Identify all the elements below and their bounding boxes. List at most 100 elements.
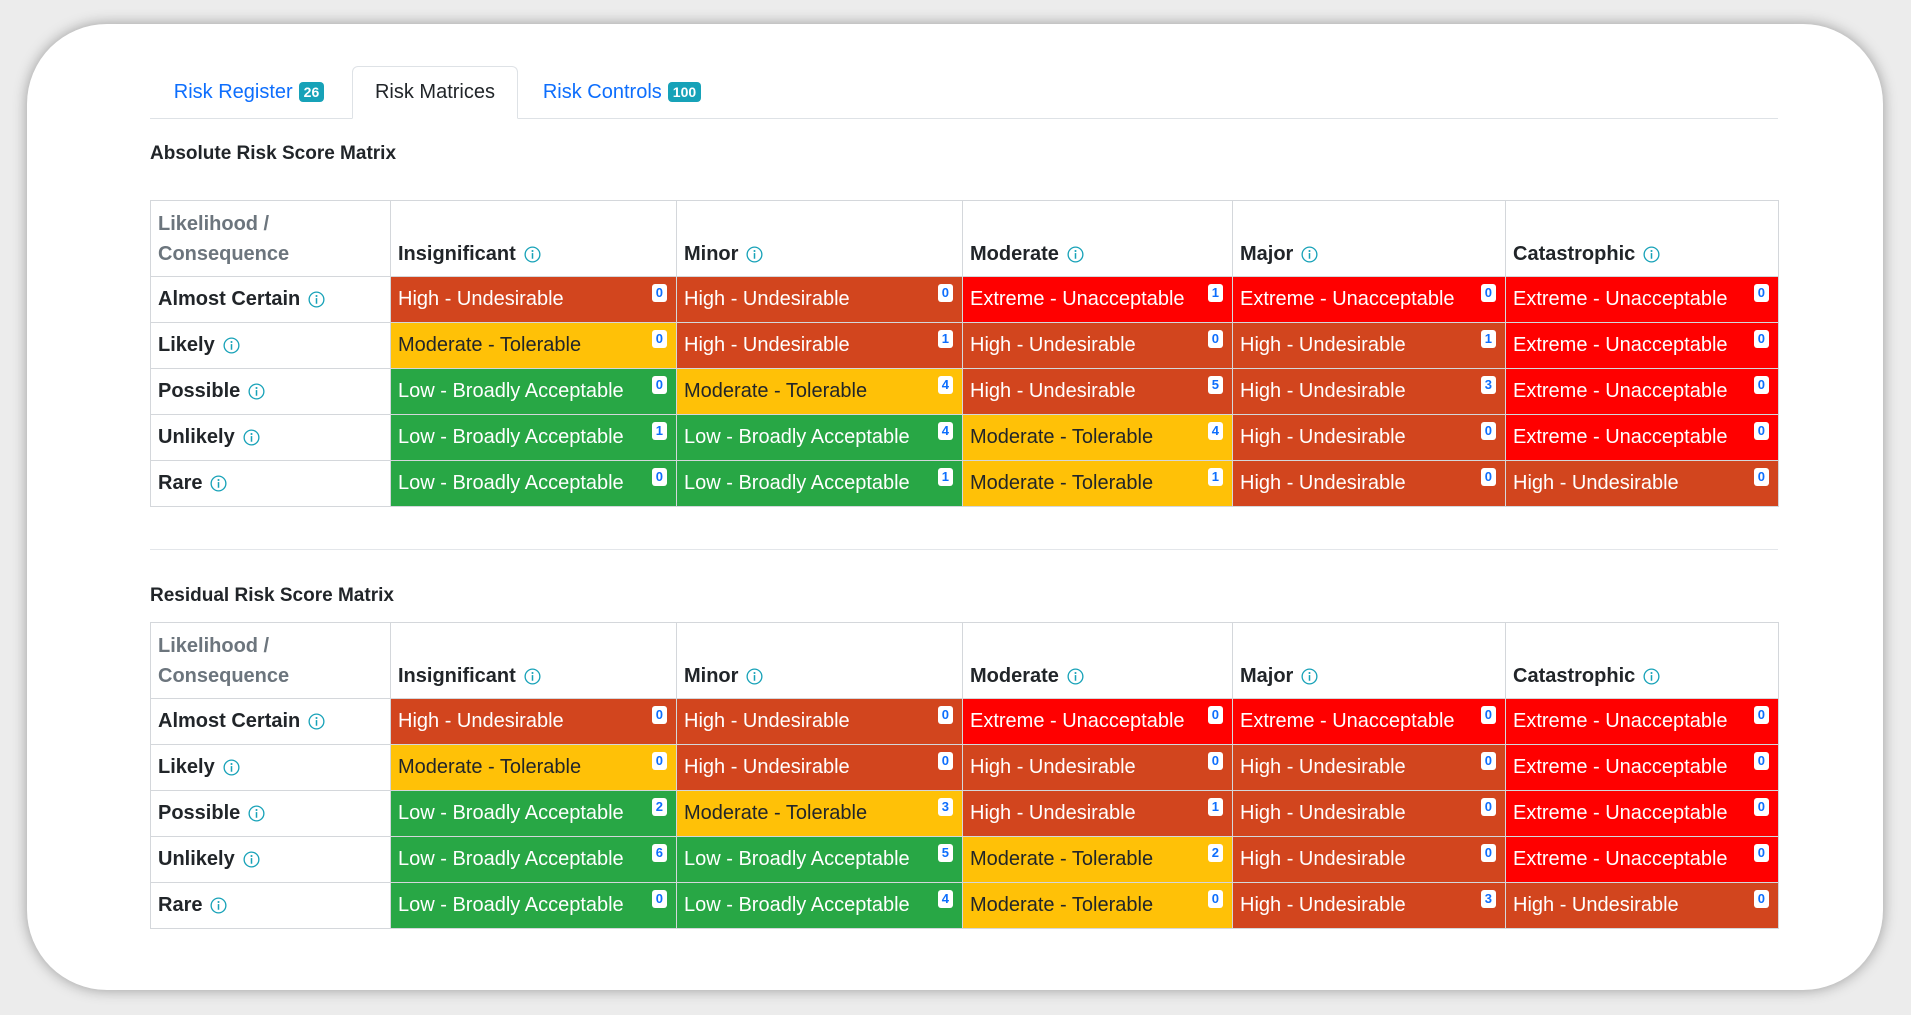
- matrix-cell[interactable]: High - Undesirable 3: [1232, 882, 1506, 929]
- risk-count-badge[interactable]: 0: [1480, 752, 1496, 770]
- risk-count-badge[interactable]: 0: [1480, 422, 1496, 440]
- risk-count-badge[interactable]: 4: [937, 422, 953, 440]
- risk-count-badge[interactable]: 0: [1753, 890, 1769, 908]
- risk-count-badge[interactable]: 0: [651, 376, 667, 394]
- risk-count-badge[interactable]: 0: [651, 330, 667, 348]
- risk-count-badge[interactable]: 0: [1753, 844, 1769, 862]
- info-icon[interactable]: [248, 383, 265, 400]
- risk-count-badge[interactable]: 0: [1207, 330, 1223, 348]
- risk-count-badge[interactable]: 1: [1207, 798, 1223, 816]
- risk-count-badge[interactable]: 0: [937, 706, 953, 724]
- tab-risk-controls[interactable]: Risk Controls 100: [522, 66, 722, 118]
- matrix-cell[interactable]: Low - Broadly Acceptable 0: [390, 368, 677, 415]
- risk-count-badge[interactable]: 5: [1207, 376, 1223, 394]
- matrix-cell[interactable]: Extreme - Unacceptable 0: [1505, 836, 1779, 883]
- matrix-cell[interactable]: Extreme - Unacceptable 0: [1505, 414, 1779, 461]
- tab-risk-register[interactable]: Risk Register 26: [150, 66, 348, 118]
- risk-count-badge[interactable]: 0: [1480, 706, 1496, 724]
- matrix-cell[interactable]: High - Undesirable 3: [1232, 368, 1506, 415]
- risk-count-badge[interactable]: 0: [937, 752, 953, 770]
- matrix-cell[interactable]: High - Undesirable 0: [676, 744, 963, 791]
- risk-count-badge[interactable]: 0: [1753, 376, 1769, 394]
- risk-count-badge[interactable]: 0: [1480, 844, 1496, 862]
- matrix-cell[interactable]: Extreme - Unacceptable 0: [1232, 276, 1506, 323]
- matrix-cell[interactable]: Low - Broadly Acceptable 0: [390, 460, 677, 507]
- risk-count-badge[interactable]: 0: [1480, 284, 1496, 302]
- matrix-cell[interactable]: Low - Broadly Acceptable 2: [390, 790, 677, 837]
- risk-count-badge[interactable]: 0: [1753, 330, 1769, 348]
- matrix-cell[interactable]: Low - Broadly Acceptable 0: [390, 882, 677, 929]
- matrix-cell[interactable]: High - Undesirable 0: [1505, 460, 1779, 507]
- info-icon[interactable]: [524, 668, 541, 685]
- matrix-cell[interactable]: Moderate - Tolerable 0: [390, 744, 677, 791]
- risk-count-badge[interactable]: 0: [1753, 422, 1769, 440]
- matrix-cell[interactable]: Low - Broadly Acceptable 1: [676, 460, 963, 507]
- matrix-cell[interactable]: High - Undesirable 0: [390, 276, 677, 323]
- matrix-cell[interactable]: High - Undesirable 0: [1232, 460, 1506, 507]
- matrix-cell[interactable]: Extreme - Unacceptable 0: [1505, 744, 1779, 791]
- matrix-cell[interactable]: High - Undesirable 0: [1232, 744, 1506, 791]
- info-icon[interactable]: [223, 337, 240, 354]
- risk-count-badge[interactable]: 2: [1207, 844, 1223, 862]
- risk-count-badge[interactable]: 0: [651, 706, 667, 724]
- info-icon[interactable]: [1301, 668, 1318, 685]
- risk-count-badge[interactable]: 4: [1207, 422, 1223, 440]
- risk-count-badge[interactable]: 0: [651, 890, 667, 908]
- info-icon[interactable]: [1301, 246, 1318, 263]
- risk-count-badge[interactable]: 0: [1753, 706, 1769, 724]
- info-icon[interactable]: [210, 897, 228, 914]
- risk-count-badge[interactable]: 2: [651, 798, 667, 816]
- risk-count-badge[interactable]: 0: [651, 752, 667, 770]
- matrix-cell[interactable]: High - Undesirable 0: [1232, 836, 1506, 883]
- info-icon[interactable]: [243, 429, 260, 446]
- risk-count-badge[interactable]: 0: [1753, 468, 1769, 486]
- matrix-cell[interactable]: High - Undesirable 1: [676, 322, 963, 369]
- risk-count-badge[interactable]: 3: [1480, 376, 1496, 394]
- risk-count-badge[interactable]: 4: [937, 376, 953, 394]
- matrix-cell[interactable]: Extreme - Unacceptable 0: [1232, 698, 1506, 745]
- tab-risk-matrices[interactable]: Risk Matrices: [352, 66, 518, 119]
- risk-count-badge[interactable]: 4: [937, 890, 953, 908]
- risk-count-badge[interactable]: 0: [1207, 890, 1223, 908]
- risk-count-badge[interactable]: 0: [651, 284, 667, 302]
- matrix-cell[interactable]: Moderate - Tolerable 0: [390, 322, 677, 369]
- matrix-cell[interactable]: Moderate - Tolerable 4: [676, 368, 963, 415]
- matrix-cell[interactable]: High - Undesirable 0: [1232, 790, 1506, 837]
- risk-count-badge[interactable]: 0: [1207, 752, 1223, 770]
- matrix-cell[interactable]: Extreme - Unacceptable 0: [1505, 368, 1779, 415]
- risk-count-badge[interactable]: 1: [937, 330, 953, 348]
- matrix-cell[interactable]: Extreme - Unacceptable 1: [962, 276, 1233, 323]
- risk-count-badge[interactable]: 1: [937, 468, 953, 486]
- risk-count-badge[interactable]: 0: [1480, 798, 1496, 816]
- matrix-cell[interactable]: High - Undesirable 0: [962, 744, 1233, 791]
- risk-count-badge[interactable]: 6: [651, 844, 667, 862]
- matrix-cell[interactable]: Moderate - Tolerable 0: [962, 882, 1233, 929]
- matrix-cell[interactable]: Moderate - Tolerable 1: [962, 460, 1233, 507]
- matrix-cell[interactable]: High - Undesirable 1: [1232, 322, 1506, 369]
- matrix-cell[interactable]: Low - Broadly Acceptable 6: [390, 836, 677, 883]
- risk-count-badge[interactable]: 0: [1753, 284, 1769, 302]
- info-icon[interactable]: [1067, 668, 1084, 685]
- info-icon[interactable]: [524, 246, 541, 263]
- matrix-cell[interactable]: Extreme - Unacceptable 0: [962, 698, 1233, 745]
- info-icon[interactable]: [210, 475, 228, 492]
- matrix-cell[interactable]: Extreme - Unacceptable 0: [1505, 790, 1779, 837]
- matrix-cell[interactable]: Extreme - Unacceptable 0: [1505, 322, 1779, 369]
- risk-count-badge[interactable]: 1: [1207, 284, 1223, 302]
- risk-count-badge[interactable]: 0: [651, 468, 667, 486]
- risk-count-badge[interactable]: 3: [1480, 890, 1496, 908]
- info-icon[interactable]: [223, 759, 240, 776]
- matrix-cell[interactable]: Low - Broadly Acceptable 1: [390, 414, 677, 461]
- matrix-cell[interactable]: High - Undesirable 0: [390, 698, 677, 745]
- risk-count-badge[interactable]: 0: [1480, 468, 1496, 486]
- info-icon[interactable]: [1643, 246, 1660, 263]
- matrix-cell[interactable]: Moderate - Tolerable 2: [962, 836, 1233, 883]
- matrix-cell[interactable]: Low - Broadly Acceptable 4: [676, 414, 963, 461]
- risk-count-badge[interactable]: 0: [1753, 798, 1769, 816]
- info-icon[interactable]: [308, 291, 325, 308]
- risk-count-badge[interactable]: 5: [937, 844, 953, 862]
- matrix-cell[interactable]: Extreme - Unacceptable 0: [1505, 276, 1779, 323]
- matrix-cell[interactable]: High - Undesirable 5: [962, 368, 1233, 415]
- matrix-cell[interactable]: High - Undesirable 0: [1232, 414, 1506, 461]
- matrix-cell[interactable]: Low - Broadly Acceptable 4: [676, 882, 963, 929]
